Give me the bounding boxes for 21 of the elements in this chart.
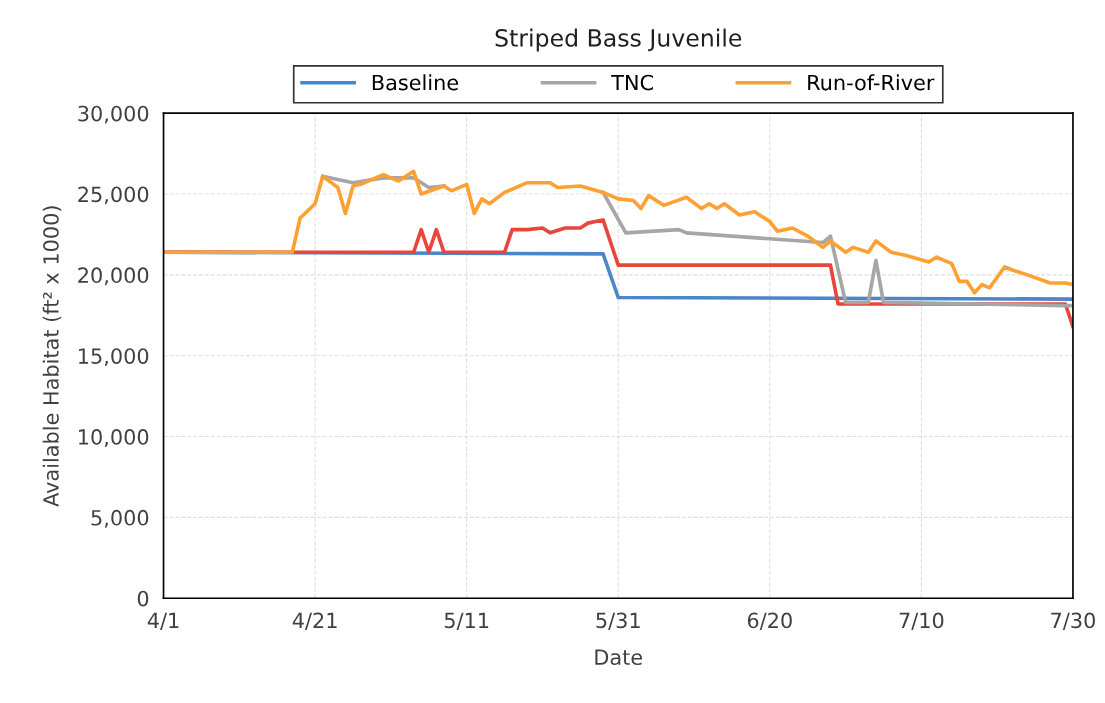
legend-label: Run-of-River [808, 74, 935, 91]
legend-label: Baseline [372, 74, 459, 91]
y-tick-label: 25,000 [78, 186, 149, 205]
line-series [163, 169, 1073, 295]
y-axis-title: Available Habitat (ft² x 1000) [42, 206, 62, 507]
y-tick-label: 15,000 [79, 348, 149, 367]
y-tick-label: 20,000 [78, 267, 149, 286]
x-tick-label: 4/1 [147, 612, 179, 630]
x-tick-label: 6/20 [747, 612, 792, 630]
x-tick-label: 5/31 [596, 612, 640, 630]
x-axis-title: Date [595, 649, 643, 666]
x-tick-label: 7/30 [1051, 612, 1095, 630]
y-tick-label: 5,000 [91, 509, 149, 528]
y-tick-label: 30,000 [78, 105, 149, 124]
legend-label: TNC [611, 74, 653, 91]
x-tick-label: 5/11 [444, 612, 489, 630]
y-tick-label: 0 [137, 590, 149, 607]
x-tick-label: 7/10 [899, 612, 944, 630]
chart-title: Striped Bass Juvenile [495, 28, 742, 52]
y-tick-label: 10,000 [79, 429, 149, 447]
x-tick-label: 4/21 [292, 612, 337, 630]
